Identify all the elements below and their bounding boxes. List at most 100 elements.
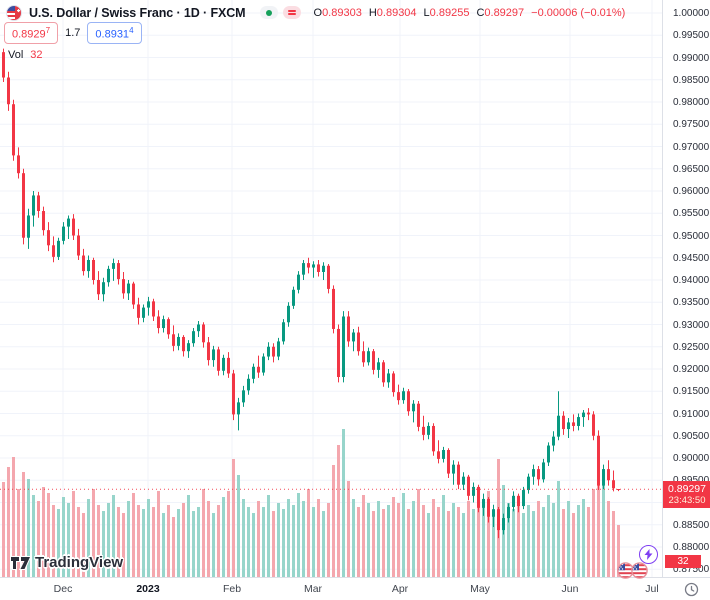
usdchf-pair-flag-icon xyxy=(6,4,22,21)
volume-bar xyxy=(602,469,605,577)
volume-bar xyxy=(437,507,440,577)
volume-bar xyxy=(347,481,350,577)
volume-bar xyxy=(322,511,325,577)
volume-bar xyxy=(297,493,300,577)
candle-body xyxy=(107,268,110,283)
volume-bar xyxy=(377,501,380,577)
candle-body xyxy=(457,464,460,485)
candle-body xyxy=(87,259,90,272)
candle-body xyxy=(142,307,145,318)
volume-bar xyxy=(332,465,335,577)
volume-bar xyxy=(132,493,135,577)
candle-body xyxy=(492,509,495,517)
candle-body xyxy=(562,415,565,430)
candle-body xyxy=(577,417,580,426)
volume-bar xyxy=(252,513,255,577)
volume-bar xyxy=(402,493,405,577)
price-tick-label: 0.90500 xyxy=(673,430,710,442)
volume-axis-label: 32 xyxy=(665,555,701,568)
market-status-pill[interactable] xyxy=(259,6,278,19)
candle-body xyxy=(497,509,500,531)
volume-bar xyxy=(462,513,465,577)
volume-bar xyxy=(62,497,65,577)
candle-body xyxy=(302,263,305,275)
price-tick-label: 0.95000 xyxy=(673,230,710,242)
candle-body xyxy=(322,265,325,272)
candle-body xyxy=(247,378,250,391)
candle-body xyxy=(67,218,70,227)
candle-body xyxy=(337,328,340,378)
lightning-bolt-icon xyxy=(644,549,653,560)
candle-body xyxy=(612,480,615,489)
timezone-clock-button[interactable] xyxy=(684,582,699,597)
candle-body xyxy=(482,498,485,508)
volume-bar xyxy=(152,507,155,577)
volume-bar xyxy=(67,503,70,577)
candlestick-chart[interactable] xyxy=(0,0,662,577)
price-axis[interactable]: 0.89297 23:43:50 32 1.00000 0.99500 0.9900… xyxy=(662,0,710,577)
candle-body xyxy=(537,469,540,480)
symbol-title[interactable]: U.S. Dollar / Swiss Franc · 1D · FXCM xyxy=(29,5,246,20)
volume-bar xyxy=(32,495,35,577)
sell-price-button[interactable]: 0.89297 xyxy=(4,21,59,45)
volume-bar xyxy=(397,503,400,577)
ohlc-legend: O0.89303 H0.89304 L0.89255 C0.89297 −0.0… xyxy=(314,7,626,19)
volume-bar xyxy=(607,501,610,577)
volume-bar xyxy=(547,495,550,577)
volume-bar xyxy=(177,509,180,577)
volume-bar xyxy=(387,505,390,577)
tradingview-watermark-logo[interactable]: TradingView xyxy=(10,554,123,571)
candle-body xyxy=(72,218,75,236)
price-tick-label: 0.98000 xyxy=(673,97,710,108)
volume-indicator-legend[interactable]: Vol 32 xyxy=(8,49,43,61)
candle-body xyxy=(12,104,15,156)
volume-bar xyxy=(12,457,15,577)
candle-body xyxy=(212,349,215,361)
price-tick-label: 1.00000 xyxy=(673,8,710,19)
volume-bar xyxy=(162,513,165,577)
volume-bar xyxy=(22,472,25,577)
candle-body xyxy=(252,366,255,379)
buy-price-button[interactable]: 0.89314 xyxy=(87,21,142,45)
volume-bar xyxy=(237,475,240,577)
volume-bar xyxy=(202,489,205,577)
volume-bar xyxy=(272,511,275,577)
volume-value: 32 xyxy=(30,49,43,61)
candle-body xyxy=(327,265,330,289)
candle-body xyxy=(532,469,535,477)
candle-body xyxy=(342,316,345,378)
time-axis[interactable]: Dec 2023 Feb Mar Apr May Jun Jul xyxy=(0,577,710,600)
volume-bar xyxy=(82,513,85,577)
volume-bar xyxy=(327,503,330,577)
candle-body xyxy=(367,351,370,363)
buy-price-main: 0.8931 xyxy=(95,28,130,41)
candle-body xyxy=(242,390,245,403)
candle-body xyxy=(472,486,475,496)
bar-countdown: 23:43:50 xyxy=(668,494,706,506)
volume-bar xyxy=(537,501,540,577)
volume-bar xyxy=(412,501,415,577)
volume-bar xyxy=(357,507,360,577)
candle-body xyxy=(582,412,585,418)
candle-body xyxy=(267,346,270,357)
sell-price-main: 0.8929 xyxy=(12,28,46,41)
currency-flags-widget[interactable] xyxy=(617,562,648,579)
candle-body xyxy=(412,403,415,412)
price-tick-label: 0.91500 xyxy=(673,386,710,398)
candle-body xyxy=(372,351,375,370)
instant-trading-button[interactable] xyxy=(639,545,658,564)
volume-bar xyxy=(582,499,585,577)
candle-body xyxy=(592,414,595,436)
candle-body xyxy=(167,319,170,335)
change-value: −0.00006 (−0.01%) xyxy=(531,6,626,19)
candle-body xyxy=(7,77,10,105)
candle-body xyxy=(437,451,440,459)
volume-bar xyxy=(427,513,430,577)
volume-bar xyxy=(337,445,340,577)
volume-bar xyxy=(482,505,485,577)
volume-bar xyxy=(542,507,545,577)
candle-body xyxy=(42,211,45,231)
buy-price-sup: 4 xyxy=(129,25,134,35)
data-problem-pill[interactable] xyxy=(282,6,301,19)
